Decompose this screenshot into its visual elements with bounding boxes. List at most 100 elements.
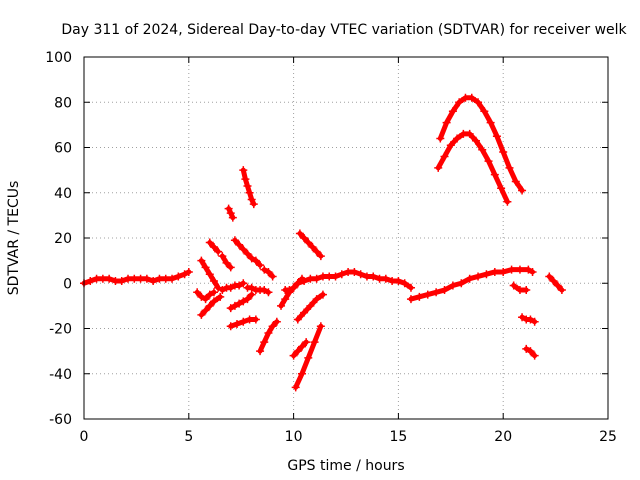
y-tick-label: -20 (49, 322, 72, 338)
data-point (226, 304, 235, 313)
data-point (230, 236, 239, 245)
data-point (369, 272, 378, 281)
data-point (243, 295, 252, 304)
data-point (251, 256, 260, 265)
data-point (224, 204, 233, 213)
data-point (243, 249, 252, 258)
y-tick-label: 80 (54, 95, 72, 111)
data-point (260, 286, 269, 295)
data-point (247, 254, 256, 263)
series-trace (546, 273, 565, 293)
x-tick-label: 15 (389, 429, 407, 445)
data-point (293, 347, 302, 356)
data-point (308, 243, 317, 252)
data-point (243, 181, 252, 190)
data-point (180, 270, 189, 279)
series-high-spike (239, 166, 258, 209)
data-point (474, 272, 483, 281)
data-point (511, 177, 520, 186)
data-point (440, 286, 449, 295)
series-lower-10 (293, 290, 327, 324)
series-tail-22 (545, 272, 566, 295)
data-point (142, 274, 151, 283)
data-point (490, 267, 499, 276)
data-point (497, 184, 506, 193)
data-point (293, 279, 302, 288)
data-point (226, 283, 235, 292)
data-point (174, 272, 183, 281)
data-point (436, 134, 445, 143)
data-point (316, 322, 325, 331)
series-tail-21c (522, 344, 539, 360)
data-point (331, 272, 340, 281)
data-point (245, 188, 254, 197)
series-arc-upper (436, 93, 527, 195)
series-baseline-1 (80, 267, 193, 288)
data-point (233, 319, 242, 328)
data-point (304, 238, 313, 247)
series-lower-7b (226, 290, 256, 313)
data-point (205, 290, 214, 299)
y-tick-label: 60 (54, 141, 72, 157)
data-point (503, 197, 512, 206)
data-point (455, 98, 464, 107)
data-point (201, 295, 210, 304)
data-point (302, 338, 311, 347)
data-point (415, 292, 424, 301)
data-point (528, 267, 537, 276)
series-lower-9b (281, 274, 306, 295)
data-point (281, 295, 290, 304)
x-tick-label: 25 (599, 429, 617, 445)
x-tick-label: 20 (494, 429, 512, 445)
data-point (205, 238, 214, 247)
x-tick-label: 5 (184, 429, 193, 445)
series-tail-21a (509, 281, 531, 295)
data-point (235, 281, 244, 290)
data-point (197, 310, 206, 319)
series-spike-near-7 (224, 204, 237, 222)
data-point (474, 98, 483, 107)
y-tick-label: 20 (54, 231, 72, 247)
data-point (492, 132, 501, 141)
data-point (432, 288, 441, 297)
data-point (499, 148, 508, 157)
series-mid-6b (197, 256, 223, 292)
data-point (149, 276, 158, 285)
y-tick-label: -40 (49, 367, 72, 383)
data-point (434, 163, 443, 172)
data-point (209, 288, 218, 297)
data-point (457, 279, 466, 288)
data-point (442, 118, 451, 127)
y-tick-label: 40 (54, 186, 72, 202)
data-point (247, 290, 256, 299)
data-point (201, 306, 210, 315)
data-point (312, 247, 321, 256)
data-point (247, 283, 256, 292)
data-point (515, 265, 524, 274)
data-point (247, 195, 256, 204)
data-point (297, 342, 306, 351)
data-point (448, 107, 457, 116)
data-point (423, 290, 432, 299)
data-point (235, 299, 244, 308)
data-point (289, 283, 298, 292)
data-point (249, 200, 258, 209)
chart-title: Day 311 of 2024, Sidereal Day-to-day VTE… (61, 22, 627, 38)
data-point (209, 297, 218, 306)
data-point (316, 252, 325, 261)
data-point (226, 263, 235, 272)
data-point (226, 209, 235, 218)
data-point (235, 240, 244, 249)
data-point (260, 338, 269, 347)
data-point (201, 263, 210, 272)
data-point (241, 175, 250, 184)
data-point (218, 252, 227, 261)
data-point (312, 274, 321, 283)
data-point (394, 276, 403, 285)
data-point (484, 157, 493, 166)
data-point (205, 301, 214, 310)
series-trace (408, 267, 536, 302)
data-point (448, 281, 457, 290)
data-point (222, 258, 231, 267)
